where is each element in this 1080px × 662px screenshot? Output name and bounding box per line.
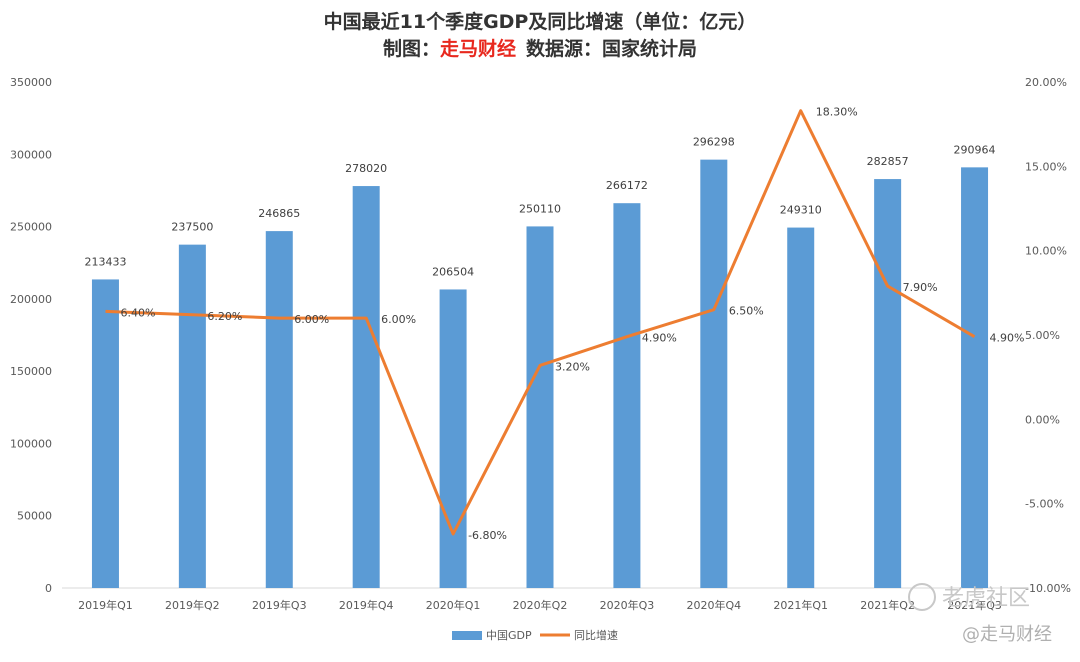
growth-value-label: 6.40% xyxy=(120,306,155,319)
gdp-value-label: 278020 xyxy=(345,162,387,175)
right-tick-label: -10.00% xyxy=(1025,582,1071,595)
growth-line xyxy=(105,109,976,536)
legend: 中国GDP 同比增速 xyxy=(452,628,618,642)
left-tick-label: 350000 xyxy=(10,76,52,89)
gdp-value-label: 290964 xyxy=(954,143,996,156)
category-label: 2020年Q4 xyxy=(686,598,741,612)
growth-value-label: 6.20% xyxy=(207,310,242,323)
subtitle-brand: 走马财经 xyxy=(440,37,516,60)
gdp-value-label: 206504 xyxy=(432,265,474,278)
growth-value-label: 6.00% xyxy=(294,313,329,326)
gdp-bar xyxy=(439,289,467,588)
chart-title: 中国最近11个季度GDP及同比增速（单位：亿元） xyxy=(324,10,757,33)
growth-value-label: 18.30% xyxy=(816,106,858,119)
gdp-bar xyxy=(874,179,902,589)
right-tick-label: -5.00% xyxy=(1025,498,1064,511)
category-label: 2020年Q1 xyxy=(426,598,481,612)
growth-value-label: 6.50% xyxy=(729,305,764,318)
gdp-value-label: 249310 xyxy=(780,204,822,217)
watermark-brand: @走马财经 xyxy=(962,624,1052,645)
left-tick-label: 150000 xyxy=(10,365,52,378)
category-label: 2021年Q2 xyxy=(860,598,915,612)
growth-value-label: -6.80% xyxy=(468,529,507,542)
subtitle-prefix: 制图： xyxy=(383,37,440,60)
left-tick-label: 50000 xyxy=(17,510,52,523)
right-tick-label: 0.00% xyxy=(1025,413,1060,426)
legend-growth-label: 同比增速 xyxy=(574,628,618,642)
subtitle-suffix: 数据源：国家统计局 xyxy=(526,37,697,60)
legend-gdp-label: 中国GDP xyxy=(486,629,532,642)
left-tick-label: 0 xyxy=(45,582,52,595)
growth-value-label: 6.00% xyxy=(381,313,416,326)
growth-value-label: 7.90% xyxy=(903,281,938,294)
left-tick-label: 200000 xyxy=(10,293,52,306)
right-axis: -10.00% -5.00% 0.00% 5.00% 10.00% 15.00% 20.00… xyxy=(1025,76,1071,595)
category-label: 2021年Q3 xyxy=(947,598,1002,612)
gdp-bar xyxy=(961,167,989,588)
gdp-value-label: 296298 xyxy=(693,136,735,149)
gdp-bar xyxy=(700,159,728,588)
growth-value-label: 4.90% xyxy=(990,332,1025,345)
category-label: 2020年Q2 xyxy=(513,598,568,612)
gdp-bar xyxy=(613,203,641,588)
growth-value-label: 4.90% xyxy=(642,332,677,345)
right-tick-label: 20.00% xyxy=(1025,76,1067,89)
chart-subtitle: 制图：走马财经 数据源：国家统计局 xyxy=(383,37,697,60)
left-tick-label: 250000 xyxy=(10,221,52,234)
gdp-bar xyxy=(352,186,380,589)
category-label: 2019年Q3 xyxy=(252,598,307,612)
gdp-value-label: 237500 xyxy=(171,221,213,234)
gdp-bar xyxy=(787,227,815,588)
gdp-bar xyxy=(178,244,206,588)
gdp-value-label: 250110 xyxy=(519,202,561,215)
gdp-bar xyxy=(526,226,554,588)
line-data-labels: 6.40% 6.20% 6.00% 6.00% -6.80% 3.20% 4.90% 6.50… xyxy=(120,106,1024,542)
gdp-value-label: 282857 xyxy=(867,155,909,168)
right-tick-label: 10.00% xyxy=(1025,245,1067,258)
left-tick-label: 100000 xyxy=(10,437,52,450)
category-labels: 2019年Q1 2019年Q2 2019年Q3 2019年Q4 2020年Q1 2020年… xyxy=(78,598,1002,612)
tiger-logo-icon xyxy=(908,583,936,611)
legend-bar-swatch xyxy=(452,631,482,640)
bar-data-labels: 213433 237500 246865 278020 206504 250110 2661… xyxy=(84,136,995,279)
right-tick-label: 5.00% xyxy=(1025,329,1060,342)
right-tick-label: 15.00% xyxy=(1025,160,1067,173)
gdp-value-label: 213433 xyxy=(84,255,126,268)
watermark: 老虎社区 @走马财经 xyxy=(908,583,1052,645)
gdp-bar xyxy=(265,231,293,588)
gdp-value-label: 246865 xyxy=(258,207,300,220)
watermark-community: 老虎社区 xyxy=(942,586,1030,611)
category-label: 2019年Q1 xyxy=(78,598,133,612)
category-label: 2019年Q4 xyxy=(339,598,394,612)
left-tick-label: 300000 xyxy=(10,148,52,161)
category-label: 2020年Q3 xyxy=(600,598,655,612)
category-label: 2021年Q1 xyxy=(773,598,828,612)
growth-value-label: 3.20% xyxy=(555,360,590,373)
gdp-value-label: 266172 xyxy=(606,179,648,192)
gdp-bars xyxy=(91,159,989,589)
gdp-bar xyxy=(91,279,119,588)
category-label: 2019年Q2 xyxy=(165,598,220,612)
left-axis: 0 50000 100000 150000 200000 250000 300000 3500… xyxy=(10,76,52,595)
